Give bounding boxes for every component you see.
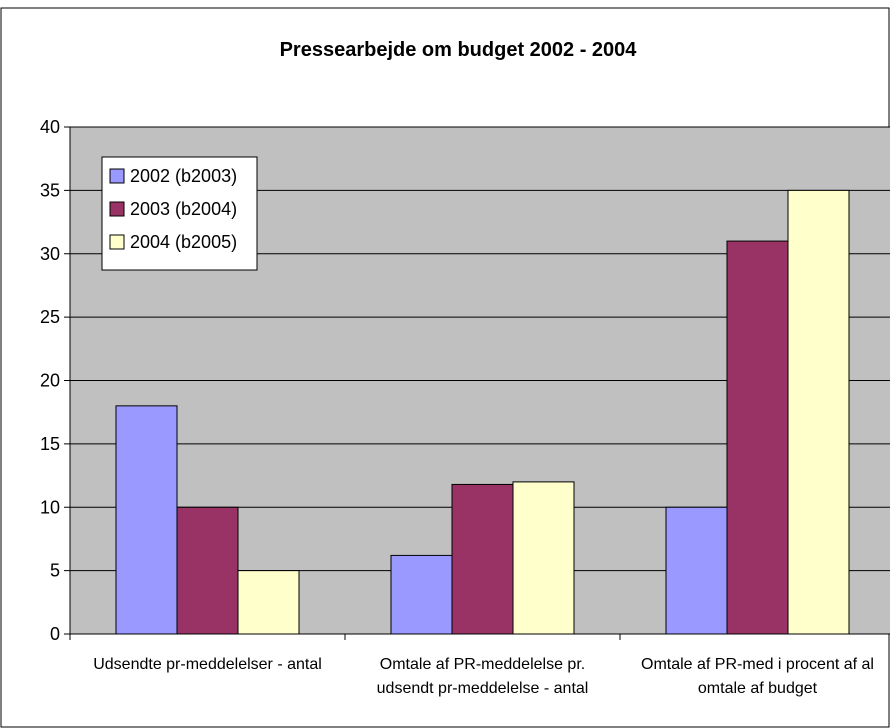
y-axis-ticks: 0 5 10 15 20 25 30 35 40 [40, 117, 70, 644]
category-label: udsendt pr-meddelelse - antal [377, 680, 589, 697]
legend-swatch [109, 168, 125, 184]
y-tick-label: 35 [40, 180, 60, 200]
bar [115, 405, 178, 635]
y-tick-label: 20 [40, 371, 60, 391]
category-label: Omtale af PR-meddelelse pr. [380, 656, 585, 673]
category-label: Udsendte pr-meddelelser - antal [93, 656, 322, 673]
bar [787, 189, 850, 635]
legend-label: 2002 (b2003) [130, 166, 237, 186]
bar [237, 570, 300, 635]
category-label: omtale af budget [698, 680, 818, 697]
legend-swatch [109, 201, 125, 217]
legend-box [101, 156, 258, 271]
category-label: Omtale af PR-med i procent af al [641, 656, 874, 673]
legend: 2002 (b2003) 2003 (b2004) 2004 (b2005) [101, 156, 258, 271]
y-tick-label: 25 [40, 307, 60, 327]
bar [390, 554, 453, 635]
bar [665, 506, 728, 635]
y-tick-label: 30 [40, 244, 60, 264]
bar [451, 483, 514, 635]
y-tick-label: 5 [50, 561, 60, 581]
legend-label: 2004 (b2005) [130, 232, 237, 252]
y-tick-label: 40 [40, 117, 60, 137]
y-tick-label: 15 [40, 434, 60, 454]
chart-title: Pressearbejde om budget 2002 - 2004 [280, 39, 638, 61]
y-tick-label: 0 [50, 624, 60, 644]
bars [115, 189, 850, 635]
legend-label: 2003 (b2004) [130, 199, 237, 219]
bar [176, 506, 239, 635]
y-tick-label: 10 [40, 497, 60, 517]
bar [726, 240, 789, 635]
category-labels: Udsendte pr-meddelelser - antal Omtale af… [93, 656, 874, 697]
legend-swatch [109, 234, 125, 250]
bar [512, 481, 575, 635]
x-axis-ticks [69, 634, 621, 640]
